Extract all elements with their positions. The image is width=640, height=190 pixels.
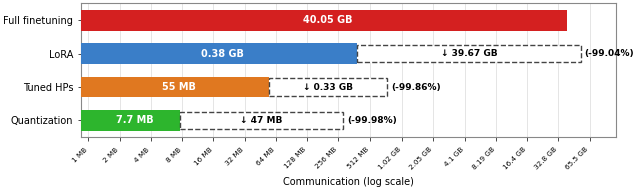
Bar <box>0 10 568 31</box>
Text: (-99.04%): (-99.04%) <box>584 49 634 58</box>
Text: 40.05 GB: 40.05 GB <box>303 15 353 25</box>
Text: 55 MB: 55 MB <box>162 82 196 92</box>
Text: ↓ 47 MB: ↓ 47 MB <box>240 116 283 125</box>
Bar <box>0 43 357 64</box>
Text: 0.38 GB: 0.38 GB <box>202 49 244 59</box>
Text: (-99.98%): (-99.98%) <box>347 116 397 125</box>
FancyBboxPatch shape <box>269 78 387 96</box>
Bar <box>0 77 269 97</box>
X-axis label: Communication (log scale): Communication (log scale) <box>283 177 414 187</box>
Text: 7.7 MB: 7.7 MB <box>116 116 153 125</box>
Text: ↓ 39.67 GB: ↓ 39.67 GB <box>441 49 497 58</box>
Text: (-99.86%): (-99.86%) <box>391 82 440 92</box>
FancyBboxPatch shape <box>357 45 580 62</box>
FancyBboxPatch shape <box>180 112 342 129</box>
Text: ↓ 0.33 GB: ↓ 0.33 GB <box>303 82 353 92</box>
Bar <box>0 110 180 131</box>
